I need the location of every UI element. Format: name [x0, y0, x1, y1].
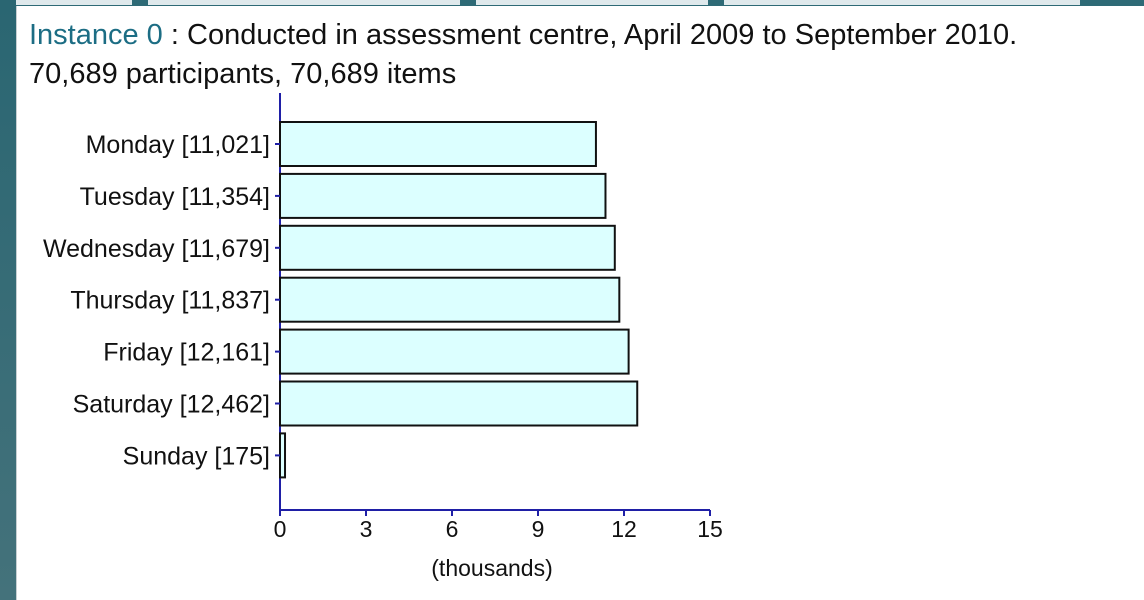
category-label: Monday [11,021] [86, 131, 270, 159]
bar [279, 172, 607, 219]
category-label: Saturday [12,462] [73, 391, 270, 419]
x-tick-label: 6 [446, 516, 459, 542]
window-left-edge [0, 0, 16, 600]
category-label: Tuesday [11,354] [80, 183, 270, 211]
chart-panel: Instance 0 : Conducted in assessment cen… [16, 6, 1144, 600]
x-tick-label: 9 [532, 516, 545, 542]
x-tick-label: 15 [697, 516, 723, 542]
x-tick-label: 3 [360, 516, 373, 542]
bar [279, 224, 616, 271]
bar [279, 328, 630, 375]
bar [279, 432, 287, 479]
category-label: Wednesday [11,679] [43, 235, 270, 263]
bar [279, 380, 639, 427]
page-title: Instance 0 : Conducted in assessment cen… [29, 18, 1129, 52]
instance-link[interactable]: Instance 0 [29, 19, 163, 51]
top-strip-segment [148, 0, 460, 5]
x-tick-label: 12 [611, 516, 637, 542]
page-subtitle: 70,689 participants, 70,689 items [29, 58, 457, 90]
top-strip-segment [16, 0, 132, 5]
category-label: Thursday [11,837] [70, 287, 270, 315]
x-axis-title: (thousands) [431, 555, 552, 581]
bar [279, 121, 597, 167]
top-strip-segment [476, 0, 708, 5]
category-label: Friday [12,161] [103, 339, 270, 367]
category-label: Sunday [175] [123, 442, 270, 470]
x-tick-label: 0 [274, 516, 287, 542]
title-text: : Conducted in assessment centre, April … [162, 19, 1018, 51]
top-strip-segment [724, 0, 1080, 5]
top-strip [16, 0, 1144, 8]
bar [279, 276, 621, 323]
